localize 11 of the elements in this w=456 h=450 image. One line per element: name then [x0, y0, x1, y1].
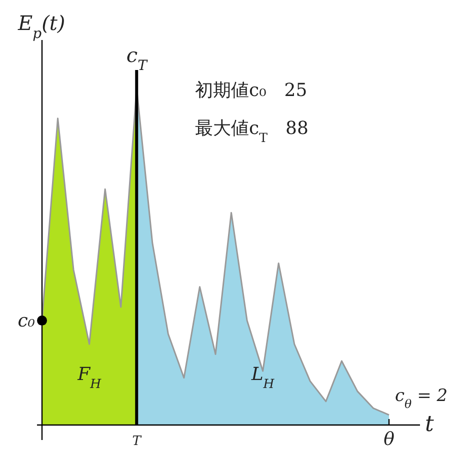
x-tick-label: T: [132, 434, 142, 449]
text: 最大値c$_{T}$ 88: [195, 118, 308, 144]
y-axis-title: E$_{p}$(t): [17, 11, 66, 42]
annotation: c$_{θ}$ = 2: [395, 386, 448, 411]
series-label: L$_{H}$: [250, 364, 276, 390]
x-axis-title: t: [425, 412, 434, 437]
series-label: F$_{H}$: [76, 364, 102, 390]
x-tick-label: θ: [384, 429, 395, 450]
series-label: c₀: [18, 310, 35, 332]
annotation: 初期値c₀ 25: [195, 80, 308, 101]
ref-line-label: c$_{T}$: [126, 43, 149, 74]
